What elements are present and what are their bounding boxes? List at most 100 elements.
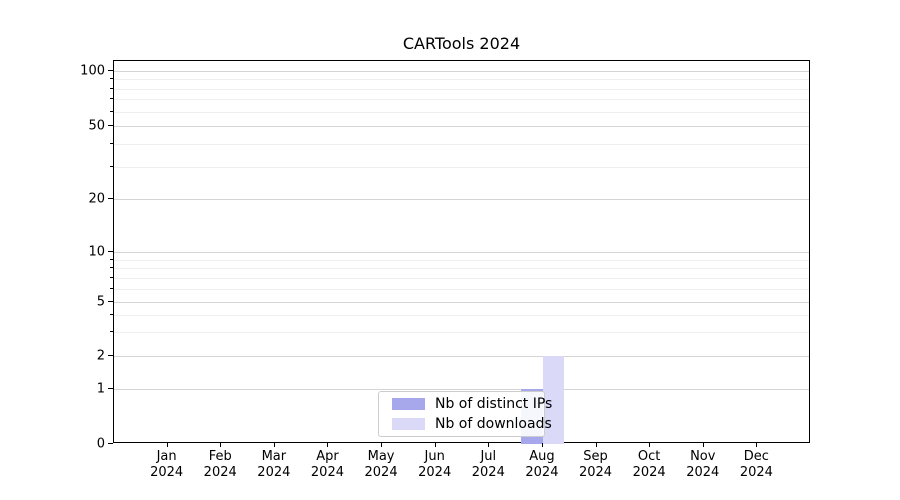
gridline-major — [114, 302, 809, 303]
gridline-minor — [114, 259, 809, 261]
legend-swatch-downloads — [392, 418, 425, 430]
y-minor-tick-mark — [110, 276, 113, 278]
x-tick-year: 2024 — [739, 465, 773, 480]
gridline-minor — [114, 288, 809, 290]
y-minor-tick-mark — [110, 142, 113, 144]
x-tick-mark — [756, 443, 758, 447]
gridline-major — [114, 126, 809, 127]
x-tick-label: Dec 2024 — [721, 449, 791, 481]
x-tick-month: Oct — [637, 449, 661, 464]
legend-label-distinct-ips: Nb of distinct IPs — [435, 396, 553, 412]
x-tick-year: 2024 — [578, 465, 613, 480]
x-tick-month: Apr — [316, 449, 339, 464]
legend-label-downloads: Nb of downloads — [435, 416, 552, 432]
x-tick-year: 2024 — [632, 465, 666, 480]
y-minor-tick-mark — [110, 78, 113, 80]
x-tick-month: Aug — [529, 449, 555, 464]
x-tick-month: Jan — [156, 449, 177, 464]
x-tick-mark — [434, 443, 436, 447]
x-tick-mark — [166, 443, 168, 447]
x-tick-mark — [595, 443, 597, 447]
gridline-major — [114, 356, 809, 357]
x-tick-month: Mar — [261, 449, 287, 464]
y-tick-label: 0 — [96, 436, 105, 451]
y-minor-tick-mark — [110, 98, 113, 100]
y-minor-tick-mark — [110, 110, 113, 112]
y-tick-label: 10 — [88, 244, 105, 259]
gridline-minor — [114, 111, 809, 113]
x-tick-year: 2024 — [686, 465, 720, 480]
y-minor-tick-mark — [110, 331, 113, 333]
gridline-minor — [114, 277, 809, 279]
legend-item-distinct-ips: Nb of distinct IPs — [392, 396, 552, 412]
x-tick-month: Feb — [208, 449, 232, 464]
y-minor-tick-mark — [110, 287, 113, 289]
x-tick-label: Jul 2024 — [453, 449, 523, 481]
x-tick-label: Feb 2024 — [185, 449, 255, 481]
x-tick-label: Aug 2024 — [507, 449, 577, 481]
x-tick-label: Apr 2024 — [292, 449, 362, 481]
x-tick-year: 2024 — [364, 465, 398, 480]
gridline-minor — [114, 315, 809, 317]
x-tick-mark — [649, 443, 651, 447]
y-tick-mark — [108, 301, 113, 302]
y-tick-label: 2 — [96, 348, 105, 363]
y-tick-label: 50 — [88, 118, 105, 133]
x-tick-mark — [381, 443, 383, 447]
gridline-major — [114, 199, 809, 200]
plot-area — [113, 60, 810, 444]
y-tick-mark — [108, 443, 113, 444]
legend: Nb of distinct IPs Nb of downloads — [378, 391, 552, 437]
x-tick-month: May — [367, 449, 395, 464]
x-tick-mark — [702, 443, 704, 447]
x-tick-label: Oct 2024 — [614, 449, 684, 481]
x-tick-year: 2024 — [257, 465, 291, 480]
chart-title: CARTools 2024 — [402, 34, 521, 53]
y-minor-tick-mark — [110, 267, 113, 269]
legend-item-downloads: Nb of downloads — [392, 416, 552, 432]
y-tick-mark — [108, 388, 113, 389]
x-tick-label: Jan 2024 — [132, 449, 202, 481]
x-tick-month: Jul — [480, 449, 497, 464]
x-tick-mark — [220, 443, 222, 447]
y-tick-mark — [108, 70, 113, 71]
gridline-minor — [114, 143, 809, 145]
x-tick-year: 2024 — [418, 465, 452, 480]
y-tick-label: 1 — [96, 381, 105, 396]
x-tick-mark — [327, 443, 329, 447]
y-tick-label: 20 — [88, 191, 105, 206]
x-tick-mark — [488, 443, 490, 447]
x-tick-mark — [541, 443, 543, 447]
legend-swatch-distinct-ips — [392, 398, 425, 410]
gridline-minor — [114, 332, 809, 334]
y-tick-mark — [108, 251, 113, 252]
x-tick-label: May 2024 — [346, 449, 416, 481]
y-tick-mark — [108, 125, 113, 126]
gridline-minor — [114, 79, 809, 81]
x-tick-month: Sep — [583, 449, 608, 464]
gridline-major — [114, 389, 809, 390]
y-minor-tick-mark — [110, 314, 113, 316]
y-minor-tick-mark — [110, 87, 113, 89]
x-tick-year: 2024 — [203, 465, 237, 480]
x-tick-year: 2024 — [471, 465, 505, 480]
gridline-minor — [114, 99, 809, 101]
x-tick-year: 2024 — [525, 465, 559, 480]
gridline-major — [114, 252, 809, 253]
gridline-minor — [114, 166, 809, 168]
x-tick-month: Jun — [424, 449, 445, 464]
gridline-minor — [114, 88, 809, 90]
gridline-minor — [114, 268, 809, 270]
y-tick-mark — [108, 355, 113, 356]
x-tick-month: Nov — [690, 449, 716, 464]
gridline-major — [114, 71, 809, 72]
x-tick-year: 2024 — [150, 465, 184, 480]
x-tick-month: Dec — [743, 449, 769, 464]
y-minor-tick-mark — [110, 165, 113, 167]
x-tick-label: Mar 2024 — [239, 449, 309, 481]
y-minor-tick-mark — [110, 258, 113, 260]
y-tick-label: 100 — [80, 63, 105, 78]
x-tick-label: Sep 2024 — [561, 449, 631, 481]
x-tick-label: Jun 2024 — [400, 449, 470, 481]
